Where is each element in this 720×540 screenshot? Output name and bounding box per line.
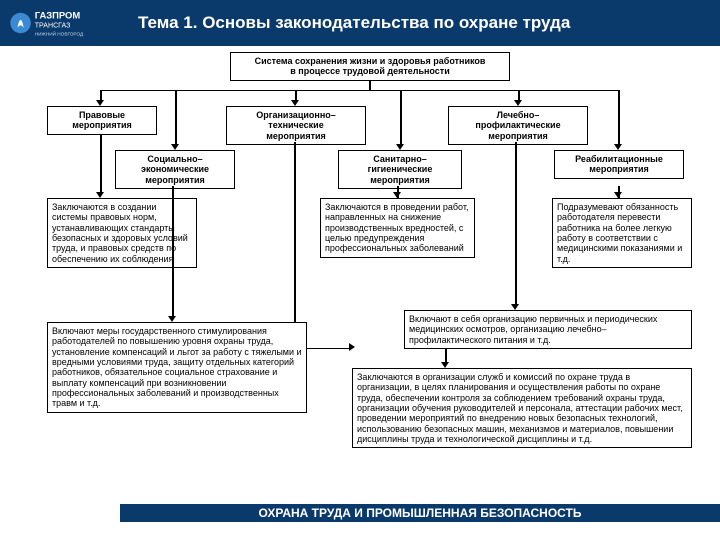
desc-5: Включают в себя организацию первичных и …	[404, 310, 692, 349]
node-r2-2: Санитарно–гигиеническиемероприятия	[338, 150, 462, 189]
logo: ГАЗПРОМ ТРАНСГАЗ НИЖНИЙ НОВГОРОД	[8, 3, 118, 43]
node-r1-3: Лечебно–профилактическиемероприятия	[448, 106, 588, 145]
logo-text-mid: ТРАНСГАЗ	[35, 23, 71, 30]
node-r1-2: Организационно–техническиемероприятия	[226, 106, 366, 145]
logo-text-top: ГАЗПРОМ	[35, 9, 81, 20]
page-title: Тема 1. Основы законодательства по охран…	[138, 13, 570, 33]
desc-4: Включают меры государственного стимулиро…	[47, 322, 307, 413]
logo-text-bot: НИЖНИЙ НОВГОРОД	[35, 30, 84, 37]
desc-6: Заключаются в организации служб и комисс…	[352, 368, 692, 448]
header: ГАЗПРОМ ТРАНСГАЗ НИЖНИЙ НОВГОРОД Тема 1.…	[0, 0, 720, 46]
desc-3: Подразумевают обязанность работодателя п…	[552, 198, 692, 268]
footer: ОХРАНА ТРУДА И ПРОМЫШЛЕННАЯ БЕЗОПАСНОСТЬ	[0, 494, 720, 540]
node-r2-1: Социально–экономическиемероприятия	[115, 150, 235, 189]
diagram-canvas: Система сохранения жизни и здоровья рабо…	[0, 46, 720, 494]
desc-2: Заключаются в проведении работ, направле…	[320, 198, 475, 258]
node-root: Система сохранения жизни и здоровья рабо…	[230, 52, 510, 81]
desc-1: Заключаются в создании системы правовых …	[47, 198, 197, 268]
node-r2-3: Реабилитационныемероприятия	[554, 150, 684, 179]
node-r1-1: Правовыемероприятия	[47, 106, 157, 135]
footer-text: ОХРАНА ТРУДА И ПРОМЫШЛЕННАЯ БЕЗОПАСНОСТЬ	[120, 504, 720, 522]
